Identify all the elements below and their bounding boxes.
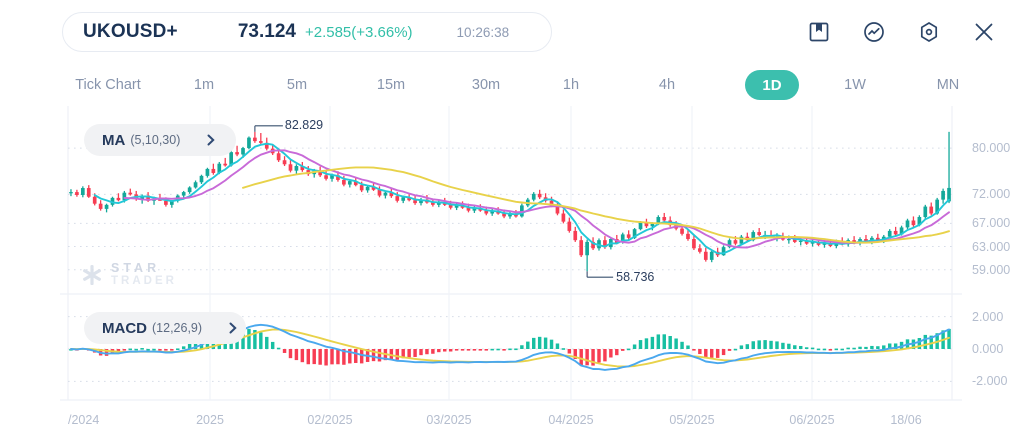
macd-axis-label: -2.000 (972, 374, 1008, 389)
timeframe-tab-label: 1m (193, 77, 215, 93)
date-axis-label: 04/2025 (548, 413, 594, 427)
date-axis-label: 2025 (196, 413, 224, 427)
date-axis-label: 18/06 (890, 413, 922, 427)
timeframe-tab-15m[interactable]: 15m (336, 64, 446, 106)
chevron-right-icon[interactable] (226, 321, 240, 335)
quote-time: 10:26:38 (456, 24, 510, 40)
price-axis-label: 63.000 (972, 239, 1011, 254)
settings-hexagon-icon[interactable] (917, 20, 941, 44)
symbol-label: UKOUSD+ (83, 21, 178, 42)
price-axis-label: 80.000 (972, 141, 1011, 156)
indicator-badge-macd[interactable]: MACD (12,26,9) (84, 312, 246, 344)
chevron-right-icon[interactable] (204, 133, 218, 147)
macd-axis-label: 0.000 (972, 342, 1004, 356)
date-axis-label: 03/2025 (426, 413, 472, 427)
date-axis-label: 06/2025 (789, 413, 835, 427)
macd-axis-label: 2.000 (972, 309, 1004, 324)
date-axis-label: 05/2025 (669, 413, 715, 427)
quote-pill[interactable]: UKOUSD+ 73.124 +2.585(+3.66%) 10:26:38 (62, 12, 552, 52)
timeframe-tab-1m[interactable]: 1m (149, 64, 259, 106)
price-axis-label: 72.000 (972, 187, 1011, 202)
last-price: 73.124 (237, 21, 296, 42)
timeframe-tab-label: 30m (471, 77, 501, 93)
timeframe-tab-5m[interactable]: 5m (242, 64, 352, 106)
chart-header: UKOUSD+ 73.124 +2.585(+3.66%) 10:26:38 (0, 0, 1024, 64)
indicator-params: (5,10,30) (130, 133, 181, 147)
timeframe-tab-label: 1W (844, 77, 866, 93)
close-icon[interactable] (972, 20, 996, 44)
date-axis-label: /2024 (68, 413, 100, 427)
price-and-macd-plot[interactable] (0, 106, 1024, 448)
star-icon (83, 265, 101, 285)
indicator-name: MA (102, 131, 126, 149)
chart-area[interactable]: STAR TRADER MA (5,10,30) MACD (12,26,9) … (0, 106, 1024, 448)
timeframe-tab-30m[interactable]: 30m (431, 64, 541, 106)
indicator-params: (12,26,9) (152, 321, 203, 335)
timeframe-tab-label: MN (936, 77, 960, 93)
bookmark-icon[interactable] (807, 20, 831, 44)
timeframe-tab-mn[interactable]: MN (893, 64, 1003, 106)
watermark-line1: STAR (111, 261, 161, 275)
price-change: +2.585(+3.66%) (304, 23, 413, 41)
timeframe-tab-label: Tick Chart (75, 77, 141, 93)
header-actions (807, 12, 996, 52)
indicator-badge-ma[interactable]: MA (5,10,30) (84, 124, 236, 156)
indicator-name: MACD (102, 319, 147, 337)
high-price-label: 82.829 (284, 117, 324, 132)
timeframe-tab-1w[interactable]: 1W (800, 64, 910, 106)
timeframe-tab-label: 1h (562, 77, 580, 93)
watermark-line2: TRADER (111, 275, 177, 287)
watermark: STAR TRADER (80, 262, 177, 288)
timeframe-tab-label: 1D (762, 76, 782, 94)
timeframe-tab-label: 4h (658, 77, 676, 93)
timeframe-tabs: Tick Chart 1m 5m 15m 30m 1h 4h 1D 1W MN (0, 64, 1024, 106)
timeframe-tab-tick-chart[interactable]: Tick Chart (53, 64, 163, 106)
price-axis-label: 59.000 (972, 262, 1011, 277)
timeframe-tab-1h[interactable]: 1h (516, 64, 626, 106)
timeframe-tab-label: 15m (376, 77, 406, 93)
date-axis-label: 02/2025 (307, 413, 353, 427)
timeframe-tab-label: 5m (286, 77, 308, 93)
chart-circle-icon[interactable] (862, 20, 886, 44)
low-price-label: 58.736 (616, 270, 655, 285)
price-axis-label: 67.000 (972, 216, 1011, 231)
timeframe-tab-1d[interactable]: 1D (717, 64, 827, 106)
timeframe-tab-4h[interactable]: 4h (612, 64, 722, 106)
